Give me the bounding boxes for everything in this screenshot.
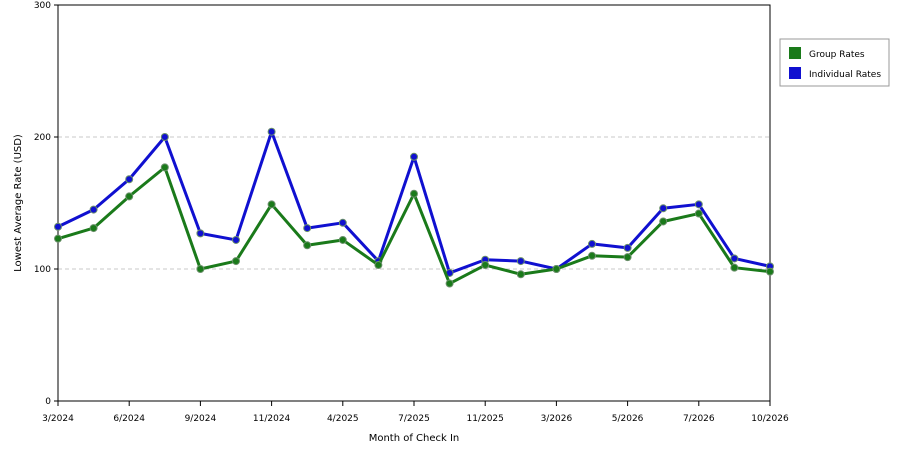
x-axis: 3/2024 6/2024 9/2024 11/2024 4/2025 7/2025 11/…: [42, 401, 789, 424]
y-axis: 0 100 200 300: [34, 1, 58, 407]
data-point-group-rates: [232, 257, 240, 266]
data-point-individual-rates: [730, 254, 739, 263]
series-group-rates: [54, 163, 774, 288]
legend-label-group-rates: Group Rates: [809, 50, 865, 60]
data-point-individual-rates: [410, 152, 418, 161]
data-point-group-rates: [196, 265, 205, 273]
data-point-individual-rates: [89, 205, 98, 214]
plot-frame: [57, 4, 771, 402]
data-point-group-rates: [160, 163, 169, 172]
y-axis-title: Lowest Average Rate (USD): [13, 134, 24, 272]
data-point-individual-rates: [232, 235, 240, 244]
x-tick-label: 3/2026: [541, 414, 573, 424]
x-tick-label: 3/2024: [42, 414, 74, 424]
data-point-group-rates: [481, 261, 490, 270]
data-point-group-rates: [338, 235, 347, 244]
x-tick-label: 6/2024: [113, 414, 145, 424]
y-tick-label: 100: [34, 265, 51, 275]
x-tick-label: 7/2025: [398, 414, 430, 424]
data-point-individual-rates: [659, 204, 668, 213]
legend: Group Rates Individual Rates: [779, 38, 890, 87]
legend-label-individual-rates: Individual Rates: [809, 70, 881, 80]
x-tick-label: 11/2024: [253, 414, 291, 424]
data-point-individual-rates: [694, 200, 703, 209]
x-axis-title: Month of Check In: [369, 433, 460, 444]
data-point-group-rates: [125, 192, 134, 201]
series-individual-rates: [54, 127, 774, 277]
data-point-individual-rates: [516, 257, 525, 266]
data-point-group-rates: [588, 251, 596, 260]
data-point-group-rates: [267, 200, 276, 209]
legend-swatch-individual-rates: [789, 67, 801, 79]
data-point-individual-rates: [303, 224, 312, 233]
x-tick-label: 11/2025: [467, 414, 504, 424]
data-point-individual-rates: [588, 239, 596, 248]
data-point-group-rates: [623, 253, 632, 262]
data-point-group-rates: [552, 265, 561, 273]
x-tick-label: 9/2024: [185, 414, 217, 424]
y-tick-label: 0: [45, 397, 51, 407]
data-point-individual-rates: [160, 133, 169, 141]
data-point-group-rates: [766, 267, 774, 276]
data-point-group-rates: [659, 217, 668, 226]
legend-swatch-group-rates: [789, 47, 801, 59]
data-point-individual-rates: [125, 175, 134, 184]
data-point-group-rates: [445, 279, 454, 288]
data-point-individual-rates: [623, 243, 632, 252]
data-point-group-rates: [303, 241, 312, 250]
data-point-group-rates: [516, 270, 525, 279]
x-tick-label: 7/2026: [683, 414, 715, 424]
data-point-group-rates: [410, 189, 418, 198]
data-point-group-rates: [374, 261, 383, 270]
y-tick-label: 200: [34, 133, 51, 143]
data-point-individual-rates: [338, 218, 347, 227]
data-point-group-rates: [89, 224, 98, 233]
data-point-individual-rates: [196, 229, 205, 238]
series-layer: [54, 127, 774, 288]
data-point-individual-rates: [267, 127, 276, 136]
data-point-group-rates: [694, 209, 703, 218]
data-point-individual-rates: [54, 222, 62, 231]
data-point-group-rates: [54, 234, 62, 243]
data-point-group-rates: [730, 263, 739, 272]
x-tick-label: 10/2026: [751, 414, 789, 424]
x-tick-label: 5/2026: [612, 414, 644, 424]
y-tick-label: 300: [34, 1, 51, 11]
x-tick-label: 4/2025: [327, 414, 359, 424]
